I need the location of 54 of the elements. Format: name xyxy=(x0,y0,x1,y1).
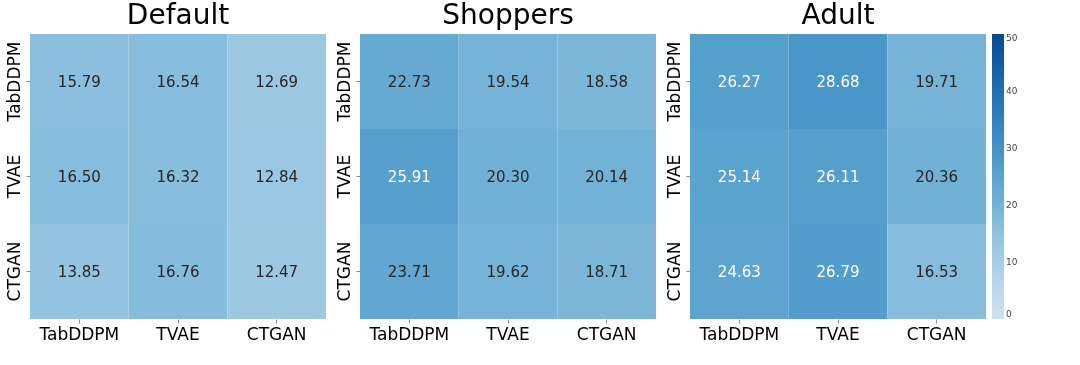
data-label: 13.85 xyxy=(57,262,101,281)
data-label: 18.58 xyxy=(585,72,629,91)
chart-title: Default xyxy=(126,0,230,31)
y-tick-label: TVAE xyxy=(663,154,684,200)
chart-title: Shoppers xyxy=(442,0,574,31)
y-tick-label: TVAE xyxy=(333,154,354,200)
x-tick-label: TVAE xyxy=(155,323,200,344)
data-label: 25.91 xyxy=(387,167,431,186)
y-tick-label: TabDDPM xyxy=(333,41,354,123)
data-label: 20.14 xyxy=(585,167,629,186)
data-label: 26.27 xyxy=(717,72,761,91)
data-label: 19.71 xyxy=(915,72,959,91)
color-bar-label: 40 xyxy=(1006,86,1018,96)
data-label: 25.14 xyxy=(717,167,761,186)
data-label: 28.68 xyxy=(816,72,860,91)
data-label: 16.32 xyxy=(156,167,200,186)
x-tick-label: TabDDPM xyxy=(698,323,780,344)
chart-title: Adult xyxy=(801,0,875,31)
y-tick-label: TabDDPM xyxy=(663,41,684,123)
x-tick-label: CTGAN xyxy=(576,323,637,344)
color-bar-label: 50 xyxy=(1006,33,1018,43)
x-tick-label: TabDDPM xyxy=(368,323,450,344)
data-label: 15.79 xyxy=(57,72,101,91)
x-tick-label: CTGAN xyxy=(246,323,307,344)
data-label: 12.69 xyxy=(255,72,299,91)
data-label: 16.76 xyxy=(156,262,200,281)
color-bar-label: 0 xyxy=(1006,309,1012,319)
color-bar-label: 20 xyxy=(1006,200,1018,210)
y-tick-label: TabDDPM xyxy=(3,41,24,123)
y-tick-label: TVAE xyxy=(3,154,24,200)
x-tick-label: TabDDPM xyxy=(38,323,120,344)
data-label: 22.73 xyxy=(387,72,431,91)
data-label: 16.50 xyxy=(57,167,101,186)
x-tick-label: CTGAN xyxy=(906,323,967,344)
data-label: 19.54 xyxy=(486,72,530,91)
data-label: 16.54 xyxy=(156,72,200,91)
data-label: 26.79 xyxy=(816,262,860,281)
data-label: 23.71 xyxy=(387,262,431,281)
x-tick-label: TVAE xyxy=(815,323,860,344)
y-tick-label: CTGAN xyxy=(663,241,684,302)
y-tick-label: CTGAN xyxy=(333,241,354,302)
color-bar-label: 10 xyxy=(1006,257,1018,267)
y-tick-label: CTGAN xyxy=(3,241,24,302)
data-label: 16.53 xyxy=(915,262,959,281)
data-label: 24.63 xyxy=(717,262,761,281)
data-label: 20.30 xyxy=(486,167,530,186)
data-label: 26.11 xyxy=(816,167,860,186)
data-label: 20.36 xyxy=(915,167,959,186)
data-label: 12.84 xyxy=(255,167,299,186)
data-label: 12.47 xyxy=(255,262,299,281)
x-tick-label: TVAE xyxy=(485,323,530,344)
data-label: 18.71 xyxy=(585,262,629,281)
color-bar-label: 30 xyxy=(1006,143,1018,153)
data-label: 19.62 xyxy=(486,262,530,281)
